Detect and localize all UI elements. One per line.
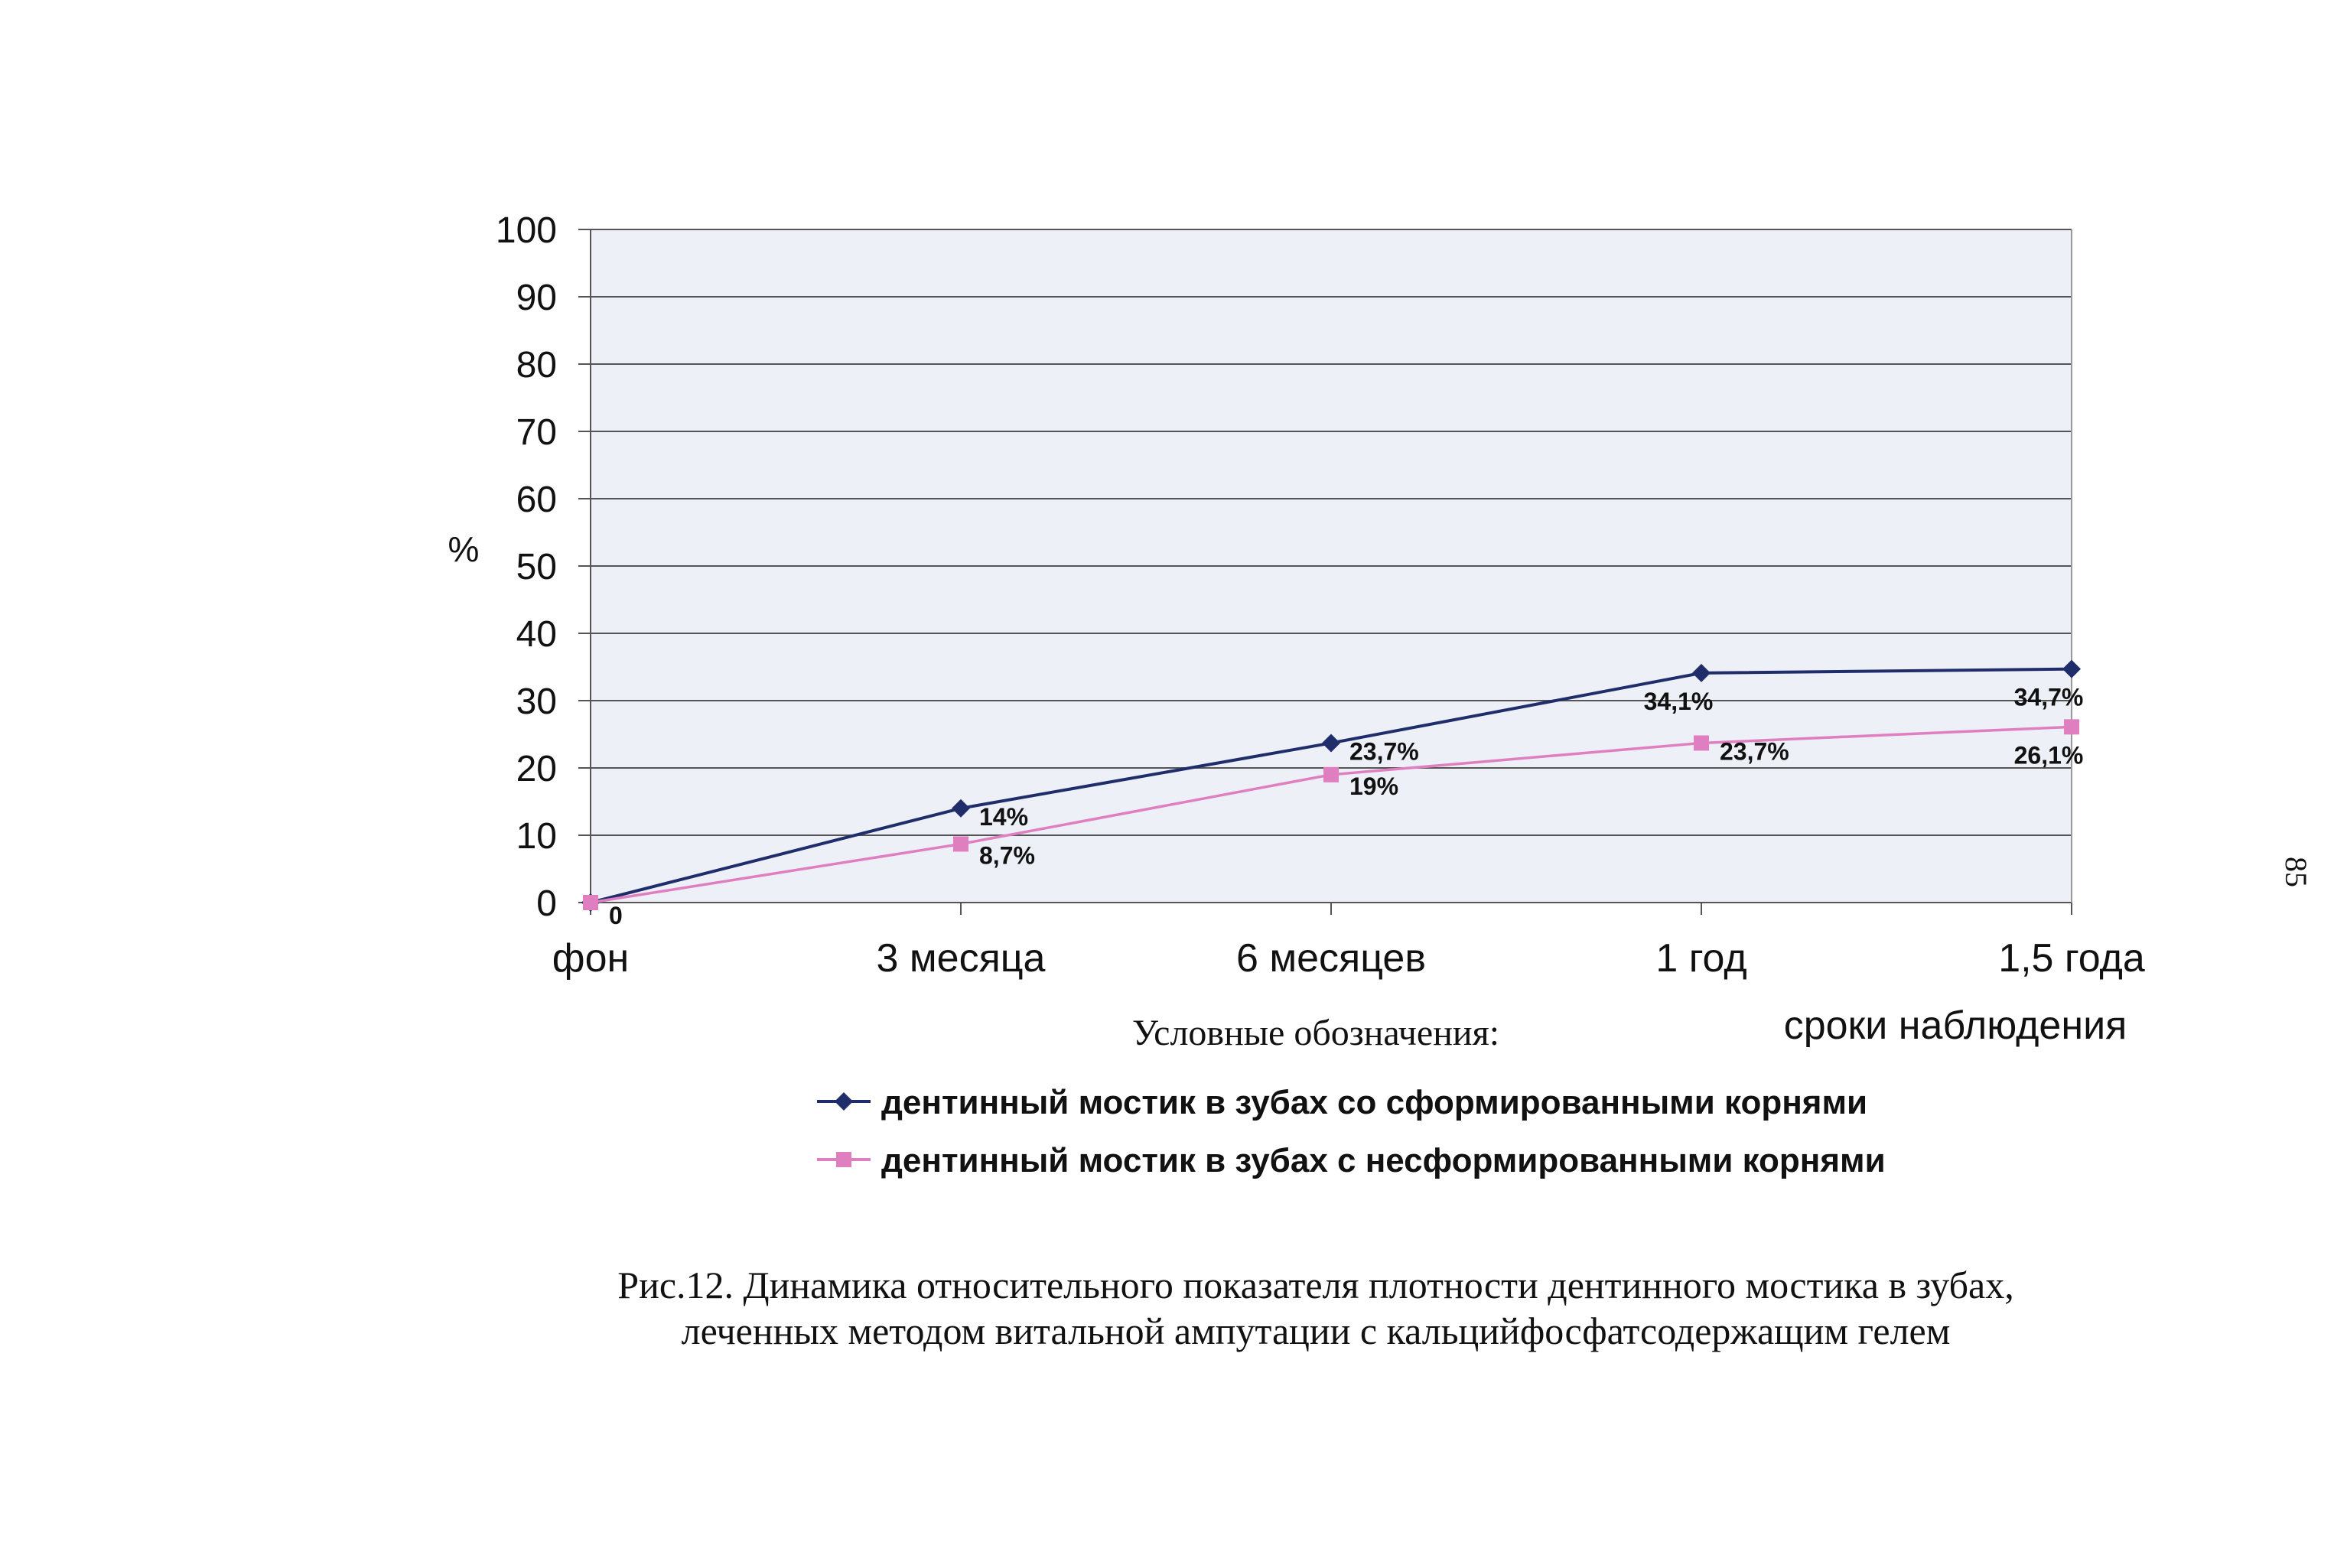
legend-label-unformed: дентинный мостик в зубах с несформирован… — [881, 1142, 1886, 1179]
x-tick-label: 6 месяцев — [1236, 936, 1426, 981]
x-tick-label: 3 месяца — [877, 936, 1046, 981]
data-label: 23,7% — [1720, 737, 1789, 765]
legend-marker-formed — [835, 1092, 853, 1111]
data-label: 14% — [979, 803, 1028, 831]
legend-item-formed-roots: дентинный мостик в зубах со сформированн… — [817, 1084, 1867, 1121]
x-tick-label: фон — [552, 936, 629, 981]
legend-marker-unformed — [836, 1152, 851, 1167]
y-tick-label: 10 — [516, 816, 557, 857]
data-label: 8,7% — [979, 841, 1035, 869]
data-label: 19% — [1349, 773, 1398, 800]
y-axis-label: % — [448, 529, 480, 569]
y-tick-label: 70 — [516, 412, 557, 453]
data-point — [953, 836, 968, 852]
y-tick-label: 50 — [516, 547, 557, 587]
data-labels: 14%23,7%34,1% 34,7%08,7%19%23,7% 26,1% — [609, 684, 2083, 929]
data-label: 34,7% — [2014, 684, 2084, 711]
y-tick-label: 20 — [516, 749, 557, 789]
x-tick-label: 1,5 года — [1998, 936, 2145, 981]
data-label: 26,1% — [2014, 741, 2084, 769]
y-tick-label: 30 — [516, 682, 557, 722]
y-tick-label: 40 — [516, 614, 557, 655]
caption-line-2: леченных методом витальной ампутации с к… — [681, 1309, 1951, 1352]
data-label: 34,1% — [1644, 688, 1714, 715]
data-point — [1322, 734, 1340, 753]
data-point — [952, 799, 970, 818]
series-group — [581, 659, 2081, 912]
data-point — [2064, 719, 2079, 735]
y-tick-label: 100 — [496, 210, 557, 251]
legend-label-formed: дентинный мостик в зубах со сформированн… — [881, 1084, 1867, 1121]
data-point — [1692, 663, 1711, 682]
y-tick-label: 80 — [516, 345, 557, 385]
data-point — [1323, 766, 1339, 782]
data-point — [1694, 735, 1709, 751]
data-point — [583, 895, 598, 910]
x-axis-ticks: фон 3 месяца 6 месяцев 1 год 1,5 года — [552, 903, 2145, 981]
x-tick-label: 1 год — [1655, 936, 1746, 981]
legend-title: Условные обозначения: — [1132, 1013, 1499, 1053]
figure-caption: Рис.12. Динамика относительного показате… — [306, 1262, 2326, 1354]
caption-line-1: Рис.12. Динамика относительного показате… — [617, 1264, 2014, 1306]
y-tick-label: 0 — [536, 883, 557, 924]
legend-item-unformed-roots: дентинный мостик в зубах с несформирован… — [817, 1142, 1886, 1179]
page-number: 85 — [2279, 857, 2313, 887]
y-tick-label: 90 — [516, 278, 557, 318]
y-tick-label: 60 — [516, 480, 557, 520]
data-label: 23,7% — [1349, 737, 1419, 765]
data-point — [2062, 659, 2081, 678]
x-axis-label: сроки наблюдения — [1784, 1004, 2127, 1048]
data-label: 0 — [609, 902, 623, 929]
y-axis-ticks: 0 10 20 30 40 50 60 70 80 90 100 — [496, 210, 557, 924]
